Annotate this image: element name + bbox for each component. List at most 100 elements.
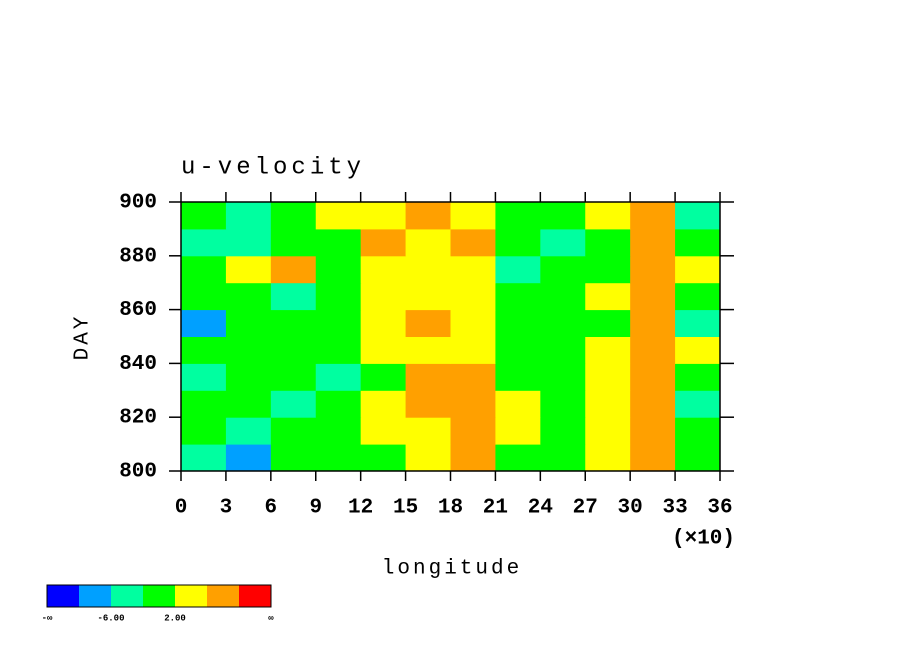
contour-cell [225,309,272,337]
contour-cell [360,282,407,311]
contour-cell [315,390,362,418]
contour-cell [585,228,631,257]
contour-cell [585,282,631,311]
contour-cell [630,282,676,311]
contour-cell [675,336,721,364]
contour-cell [360,309,407,337]
contour-cell [585,309,631,337]
contour-cell [181,309,227,337]
contour-cell [270,309,317,337]
contour-cell [495,417,541,445]
x-tick-label: 12 [348,497,373,520]
contour-cell [450,390,496,418]
colorbar-frame [46,584,272,608]
contour-cell [540,363,586,391]
x-tick-label: 33 [662,497,687,520]
y-tick-label: 880 [119,245,157,268]
x-tick-label: 21 [483,497,508,520]
contour-cell [225,228,272,257]
contour-cell [540,417,586,445]
contour-cell [585,390,631,418]
contour-cell [270,282,317,311]
x-tick-label: 15 [393,497,418,520]
contour-cell [675,255,721,284]
contour-cell [360,336,407,364]
y-tick-label: 820 [119,407,157,430]
contour-cell [225,202,272,230]
contour-cell [585,202,631,230]
contour-cell [675,363,721,391]
y-tick-label: 800 [119,461,157,484]
y-axis-label: DAY [72,314,95,361]
contour-cell [405,417,451,445]
colorbar-box [79,585,111,607]
contour-cell [225,282,272,311]
contour-cell [675,202,721,230]
contour-cell [225,255,272,284]
colorbar-box [239,585,271,607]
contour-cell [495,282,541,311]
contour-cell [225,444,272,472]
contour-cell [450,228,496,257]
contour-cell [315,363,362,391]
x-tick-label: 30 [618,497,643,520]
colorbar-box [47,585,79,607]
contour-cell [585,444,631,472]
contour-cell [181,417,227,445]
x-axis-label: longitude [382,558,522,581]
contour-cell [315,417,362,445]
contour-cell [585,255,631,284]
contour-cell [630,336,676,364]
contour-cell [270,363,317,391]
contour-cell [450,282,496,311]
x-tick-label: 36 [707,497,732,520]
contour-cell [405,202,451,230]
y-tick-label: 900 [119,192,157,215]
x-tick-label: 0 [175,497,188,520]
colorbar-label: -∞ [42,613,53,623]
contour-cell [315,202,362,230]
contour-cell [450,444,496,472]
contour-cell [675,444,721,472]
contour-cell [181,228,227,257]
y-tick-label: 860 [119,299,157,322]
contour-cell [405,363,451,391]
contour-cell [540,202,586,230]
colorbar-box [175,585,207,607]
contour-cell [181,282,227,311]
contour-cell [405,336,451,364]
contour-cell [270,444,317,472]
contour-cell [540,228,586,257]
colorbar-box [207,585,239,607]
colorbar-label: ∞ [268,613,274,623]
contour-cell [630,202,676,230]
contour-cell [405,255,451,284]
contour-cell [495,202,541,230]
x-multiplier: (×10) [672,528,735,551]
contour-cell [405,282,451,311]
colorbar-box [111,585,143,607]
contour-cell [181,202,227,230]
contour-cell [360,363,407,391]
contour-cell [675,309,721,337]
contour-cell [270,255,317,284]
contour-cell [225,363,272,391]
contour-cell [450,417,496,445]
contour-cell [495,255,541,284]
contour-cell [360,202,407,230]
contour-cell [630,363,676,391]
contour-cell [315,282,362,311]
contour-cell [540,444,586,472]
x-tick-label: 9 [309,497,322,520]
contour-cell [270,202,317,230]
contour-cell [181,336,227,364]
contour-cell [315,228,362,257]
contour-cell [405,309,451,337]
contour-cell [495,228,541,257]
contour-cell [630,444,676,472]
y-tick-label: 840 [119,353,157,376]
x-tick-label: 6 [265,497,278,520]
contour-cell [585,363,631,391]
x-tick-label: 18 [438,497,463,520]
